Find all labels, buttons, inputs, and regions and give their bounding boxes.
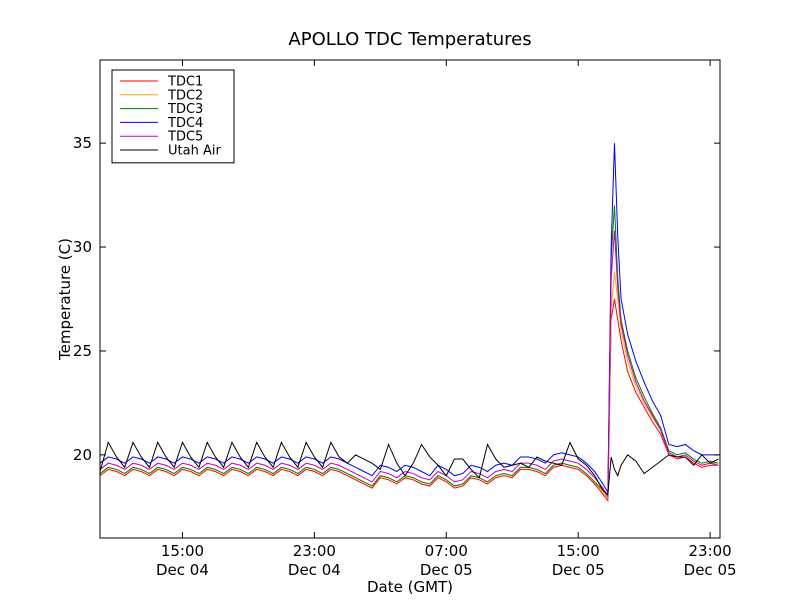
x-tick-date-label: Dec 05 [420,561,473,579]
legend-label-tdc3: TDC3 [167,102,203,117]
series-line-tdc1 [99,298,719,502]
x-tick-date-label: Dec 04 [156,561,209,579]
x-axis-label: Date (GMT) [367,578,453,596]
series-layer [99,143,719,502]
series-line-tdc4 [99,143,719,495]
x-tick-time-label: 23:00 [688,542,731,560]
x-tick-time-label: 15:00 [557,542,600,560]
legend-box [111,69,235,164]
chart-title: APOLLO TDC Temperatures [288,29,531,50]
legend-label-utah-air: Utah Air [168,144,221,159]
x-tick-time-label: 15:00 [161,542,204,560]
y-axis-label: Temperature (C) [56,238,74,361]
legend-label-tdc2: TDC2 [167,88,203,103]
y-tick-label: 20 [73,446,92,464]
x-tick-time-label: 23:00 [293,542,336,560]
series-line-utah-air [99,441,719,496]
y-tick-label: 30 [73,238,92,256]
y-tick-label: 25 [73,342,92,360]
series-line-tdc5 [99,230,719,499]
x-tick-date-label: Dec 05 [552,561,605,579]
plot-frame [99,59,721,539]
x-tick-date-label: Dec 05 [684,561,737,579]
legend-label-tdc1: TDC1 [167,75,203,90]
series-line-tdc3 [99,205,719,498]
y-tick-label: 35 [73,134,92,152]
legend-label-tdc4: TDC4 [167,116,203,131]
x-tick-time-label: 07:00 [425,542,468,560]
x-tick-date-label: Dec 04 [288,561,341,579]
legend-label-tdc5: TDC5 [167,130,203,145]
